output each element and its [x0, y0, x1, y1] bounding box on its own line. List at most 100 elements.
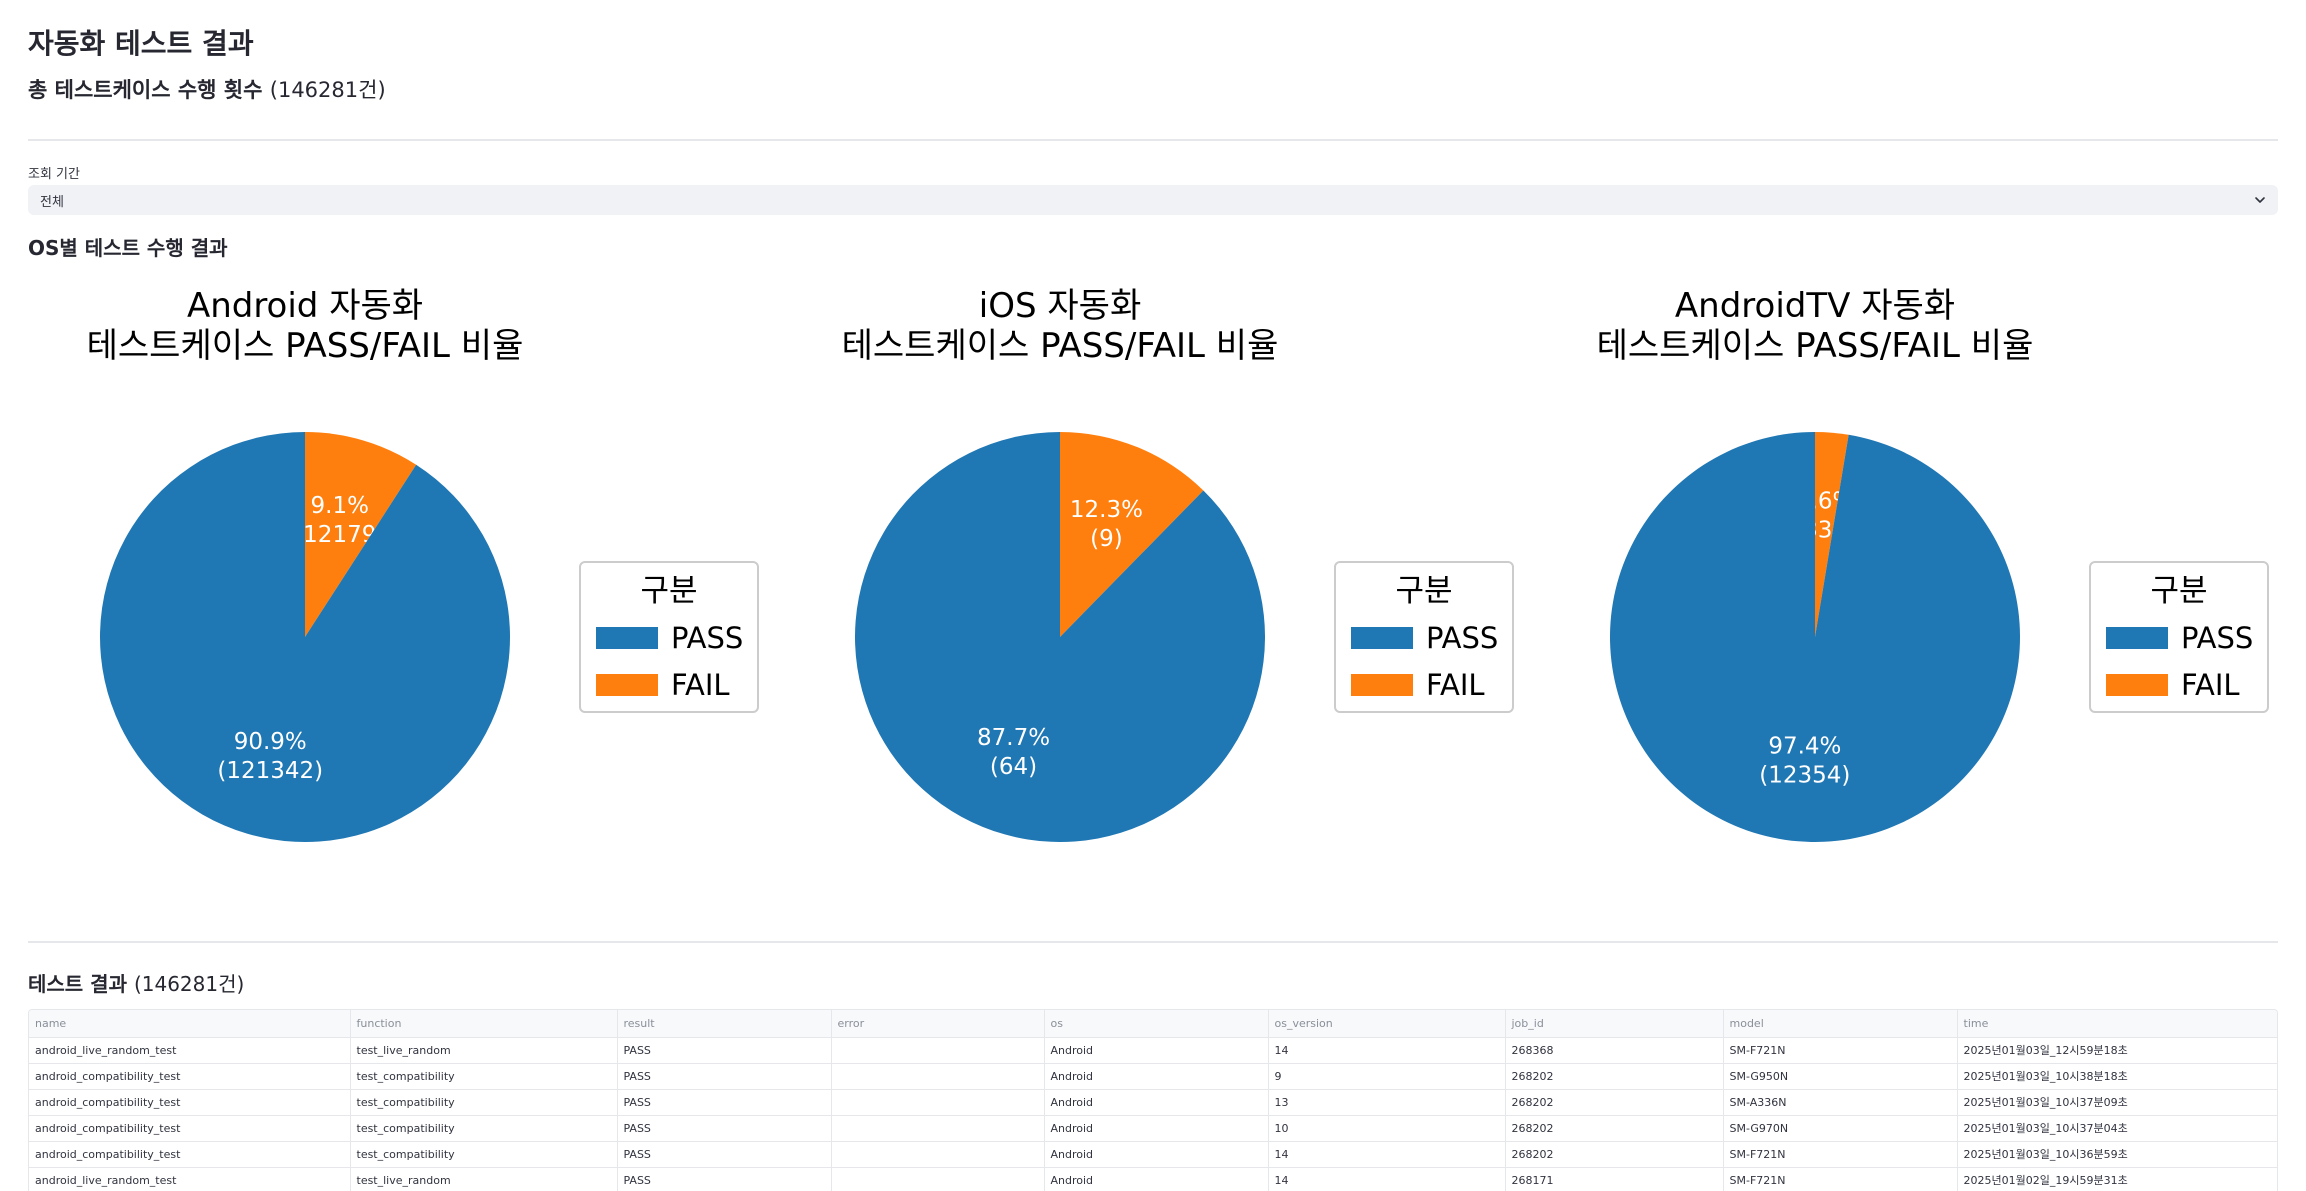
column-header-function[interactable]: function	[350, 1010, 618, 1038]
column-header-os[interactable]: os	[1044, 1010, 1269, 1038]
table-row[interactable]: android_compatibility_test test_compatibi…	[29, 1063, 2277, 1090]
table-cell[interactable]: 2025년01월03일_10시37분04초	[1957, 1115, 2277, 1142]
chart-title-line: iOS 자동화	[979, 286, 1141, 326]
table-cell[interactable]	[831, 1167, 1045, 1191]
table-row[interactable]: android_compatibility_test test_compatibi…	[29, 1115, 2277, 1142]
table-cell[interactable]: 13	[1268, 1089, 1506, 1116]
table-row[interactable]: android_live_random_test test_live_random…	[29, 1037, 2277, 1064]
table-cell[interactable]: SM-G970N	[1723, 1115, 1958, 1142]
legend-swatch-pass	[596, 627, 658, 649]
legend-label-pass: PASS	[1426, 621, 1498, 655]
table-cell[interactable]: 2025년01월03일_10시38분18초	[1957, 1063, 2277, 1090]
table-row[interactable]: android_compatibility_test test_compatibi…	[29, 1141, 2277, 1168]
table-cell[interactable]: SM-F721N	[1723, 1141, 1958, 1168]
table-cell[interactable]	[831, 1115, 1045, 1142]
table-cell[interactable]: android_live_random_test	[29, 1167, 351, 1191]
column-header-model[interactable]: model	[1723, 1010, 1958, 1038]
table-cell[interactable]: 10	[1268, 1115, 1506, 1142]
table-cell[interactable]: SM-F721N	[1723, 1037, 1958, 1064]
divider-top	[28, 139, 2278, 141]
table-cell[interactable]: Android	[1044, 1089, 1269, 1116]
table-cell[interactable]: android_compatibility_test	[29, 1089, 351, 1116]
table-cell[interactable]: 9	[1268, 1063, 1506, 1090]
chart-legend: 구분 PASS FAIL	[2089, 561, 2269, 713]
table-cell[interactable]: 14	[1268, 1141, 1506, 1168]
legend-label-pass: PASS	[671, 621, 743, 655]
legend-label-pass: PASS	[2181, 621, 2253, 655]
legend-swatch-fail	[596, 674, 658, 696]
table-cell[interactable]: 268171	[1505, 1167, 1724, 1191]
table-row[interactable]: android_live_random_test test_live_random…	[29, 1167, 2277, 1191]
table-cell[interactable]: Android	[1044, 1115, 1269, 1142]
chart-title-line: Android 자동화	[187, 286, 423, 326]
legend-label-fail: FAIL	[1426, 668, 1485, 702]
table-cell[interactable]: 268202	[1505, 1089, 1724, 1116]
results-title-count: (146281건)	[133, 972, 245, 996]
table-cell[interactable]: test_live_random	[350, 1037, 618, 1064]
chart-title-line: AndroidTV 자동화	[1675, 286, 1955, 326]
pie-slice-fail	[1815, 432, 1849, 637]
results-table[interactable]: name function result error os os_version job_i…	[28, 1009, 2278, 1191]
table-cell[interactable]	[831, 1063, 1045, 1090]
table-cell[interactable]: 268202	[1505, 1141, 1724, 1168]
table-cell[interactable]: android_compatibility_test	[29, 1063, 351, 1090]
period-filter-value: 전체	[40, 194, 64, 210]
table-cell[interactable]: android_live_random_test	[29, 1037, 351, 1064]
table-cell[interactable]: test_live_random	[350, 1167, 618, 1191]
table-cell[interactable]: 2025년01월03일_12시59분18초	[1957, 1037, 2277, 1064]
chart-ios: iOS 자동화 테스트케이스 PASS/FAIL 비율 12.3% (9) 87.7% (…	[783, 270, 1538, 890]
table-cell[interactable]: 268202	[1505, 1115, 1724, 1142]
table-cell[interactable]: Android	[1044, 1037, 1269, 1064]
table-cell[interactable]: 2025년01월03일_10시36분59초	[1957, 1141, 2277, 1168]
table-cell[interactable]: test_compatibility	[350, 1115, 618, 1142]
table-cell[interactable]: SM-F721N	[1723, 1167, 1958, 1191]
table-cell[interactable]: test_compatibility	[350, 1089, 618, 1116]
table-cell[interactable]: 268368	[1505, 1037, 1724, 1064]
table-cell[interactable]	[831, 1089, 1045, 1116]
column-header-result[interactable]: result	[617, 1010, 832, 1038]
table-row[interactable]: android_compatibility_test test_compatibi…	[29, 1089, 2277, 1116]
table-cell[interactable]	[831, 1141, 1045, 1168]
chart-android: Android 자동화 테스트케이스 PASS/FAIL 비율 9.1% (12179…	[28, 270, 783, 890]
column-header-time[interactable]: time	[1957, 1010, 2277, 1038]
table-cell[interactable]: android_compatibility_test	[29, 1115, 351, 1142]
legend-swatch-fail	[1351, 674, 1413, 696]
table-cell[interactable]: 2025년01월02일_19시59분31초	[1957, 1167, 2277, 1191]
chart-title-line: 테스트케이스 PASS/FAIL 비율	[1597, 326, 2034, 366]
column-header-error[interactable]: error	[831, 1010, 1045, 1038]
table-cell[interactable]	[831, 1037, 1045, 1064]
period-filter-label: 조회 기간	[28, 167, 80, 182]
table-cell[interactable]: PASS	[617, 1167, 832, 1191]
table-cell[interactable]: PASS	[617, 1115, 832, 1142]
table-cell[interactable]: PASS	[617, 1063, 832, 1090]
table-cell[interactable]: 268202	[1505, 1063, 1724, 1090]
table-cell[interactable]: android_compatibility_test	[29, 1141, 351, 1168]
column-header-name[interactable]: name	[29, 1010, 351, 1038]
os-section-title: OS별 테스트 수행 결과	[28, 236, 228, 260]
table-cell[interactable]: 14	[1268, 1167, 1506, 1191]
column-header-os-version[interactable]: os_version	[1268, 1010, 1506, 1038]
table-cell[interactable]: test_compatibility	[350, 1063, 618, 1090]
table-cell[interactable]: SM-A336N	[1723, 1089, 1958, 1116]
table-cell[interactable]: test_compatibility	[350, 1141, 618, 1168]
pie-slice-pass	[100, 431, 511, 842]
table-body: android_live_random_test test_live_random…	[29, 1037, 2277, 1191]
table-cell[interactable]: PASS	[617, 1141, 832, 1168]
table-cell[interactable]: Android	[1044, 1167, 1269, 1191]
table-cell[interactable]: SM-G950N	[1723, 1063, 1958, 1090]
pie-data-label: (12354)	[1759, 763, 1850, 789]
table-cell[interactable]: 14	[1268, 1037, 1506, 1064]
table-cell[interactable]: PASS	[617, 1089, 832, 1116]
table-cell[interactable]: 2025년01월03일_10시37분09초	[1957, 1089, 2277, 1116]
pie-data-label: 9.1%	[311, 493, 369, 519]
pie-slice-fail	[1060, 432, 1204, 637]
column-header-job-id[interactable]: job_id	[1505, 1010, 1724, 1038]
chart-legend: 구분 PASS FAIL	[579, 561, 759, 713]
period-filter-select[interactable]: 전체	[28, 185, 2278, 215]
table-cell[interactable]: PASS	[617, 1037, 832, 1064]
table-cell[interactable]: Android	[1044, 1063, 1269, 1090]
chevron-down-icon	[2255, 197, 2265, 203]
pie-data-label: (64)	[990, 754, 1037, 780]
table-cell[interactable]: Android	[1044, 1141, 1269, 1168]
